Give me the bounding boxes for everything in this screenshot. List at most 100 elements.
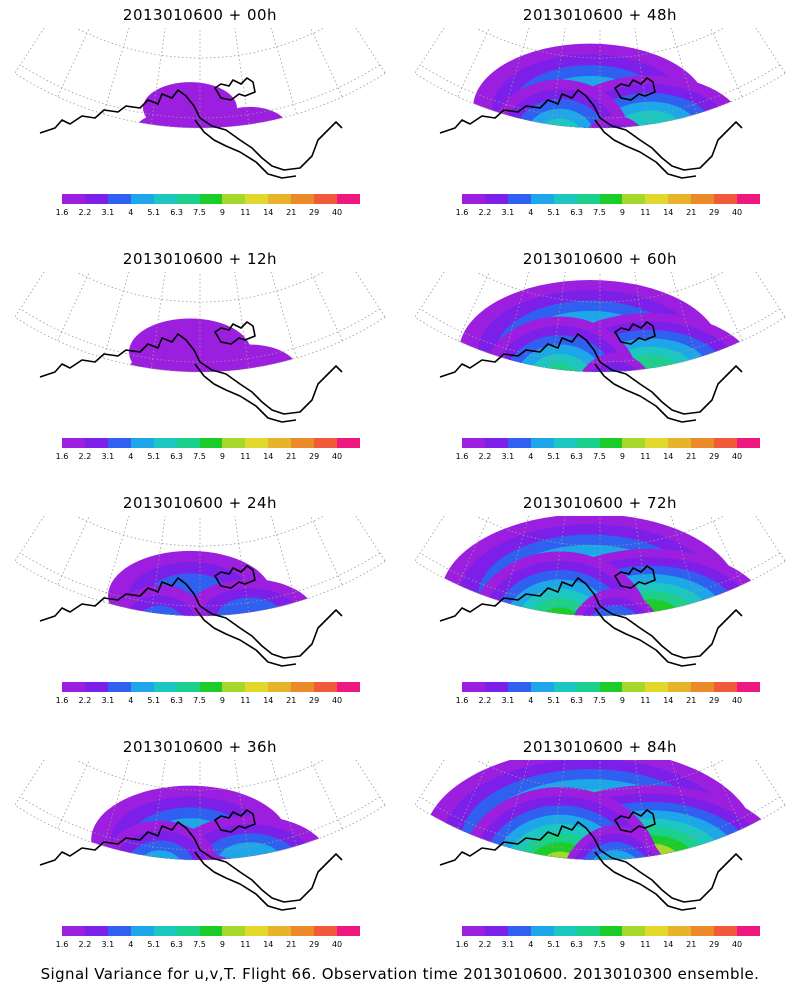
colorbar-swatch	[691, 682, 715, 692]
colorbar-label: 2.2	[78, 452, 92, 461]
latitude-line	[14, 804, 386, 861]
colorbar-label: 21	[286, 696, 297, 705]
coastline	[39, 577, 343, 659]
coastline	[214, 565, 256, 589]
colorbar-label: 5.1	[547, 452, 561, 461]
colorbar-label: 5.1	[547, 940, 561, 949]
colorbar-swatch	[291, 682, 315, 692]
colorbar-label: 9	[619, 696, 625, 705]
map-projection	[14, 516, 386, 667]
colorbar-label: 40	[331, 208, 343, 217]
latitude-line	[414, 316, 786, 373]
colorbar-labels: 1.6 2.2 3.1 4 5.1 6.3 7.5 9 11 14 21 29 40	[56, 940, 360, 950]
colorbar-label: 21	[286, 208, 297, 217]
colorbar-swatch	[530, 438, 554, 448]
colorbar-swatch	[176, 194, 200, 204]
colorbar-label: 2.2	[78, 208, 92, 217]
colorbar-swatch	[668, 194, 692, 204]
colorbar-label: 7.5	[593, 696, 606, 705]
colorbar-swatch	[462, 682, 485, 692]
colorbar-swatch	[199, 926, 223, 936]
colorbar-label: 7.5	[193, 208, 206, 217]
map-projection	[414, 28, 786, 179]
colorbar-swatch	[462, 926, 485, 936]
meridian-line	[755, 28, 786, 74]
colorbar-label: 11	[240, 940, 251, 949]
colorbar-swatch	[645, 682, 669, 692]
colorbar-label: 40	[331, 940, 343, 949]
colorbar-swatch	[337, 926, 360, 936]
colorbar-swatch	[507, 926, 531, 936]
colorbar-swatch	[530, 926, 554, 936]
colorbar-label: 29	[709, 696, 720, 705]
coastline	[614, 77, 656, 101]
colorbar-label: 7.5	[193, 452, 206, 461]
colorbar-swatch	[668, 438, 692, 448]
colorbar-swatch	[314, 194, 338, 204]
coastline	[594, 607, 697, 667]
coastline	[439, 89, 743, 171]
colorbar-swatch	[576, 438, 600, 448]
colorbar-swatch	[107, 194, 131, 204]
colorbar	[462, 682, 760, 692]
colorbar-label: 40	[331, 452, 343, 461]
colorbar-label: 7.5	[193, 940, 206, 949]
colorbar-label: 9	[619, 940, 625, 949]
colorbar-swatch	[268, 682, 292, 692]
colorbar-label: 11	[240, 452, 251, 461]
colorbar-label: 9	[219, 940, 225, 949]
colorbar-label: 3.1	[101, 696, 115, 705]
colorbar-label: 1.6	[455, 208, 469, 217]
latitude-line	[414, 72, 786, 129]
colorbar-swatch	[153, 438, 177, 448]
colorbar-swatch	[245, 194, 269, 204]
colorbar-labels: 1.6 2.2 3.1 4 5.1 6.3 7.5 9 11 14 21 29 40	[456, 940, 760, 950]
colorbar-label: 14	[663, 696, 674, 705]
latitude-line	[14, 72, 386, 129]
colorbar-swatch	[507, 194, 531, 204]
colorbar-label: 1.6	[55, 696, 69, 705]
colorbar-label: 6.3	[570, 208, 583, 217]
colorbar-labels: 1.6 2.2 3.1 4 5.1 6.3 7.5 9 11 14 21 29 40	[456, 208, 760, 218]
latitude-line	[75, 272, 325, 303]
colorbar-label: 6.3	[570, 452, 583, 461]
colorbar-swatch	[62, 682, 85, 692]
colorbar-label: 3.1	[101, 940, 115, 949]
colorbar-label: 14	[663, 452, 674, 461]
colorbar-swatch	[245, 926, 269, 936]
colorbar-label: 2.2	[78, 940, 92, 949]
coastline	[39, 821, 343, 903]
panel-title: 2013010600 + 60h	[522, 250, 678, 268]
map-projection	[14, 28, 386, 179]
coastline	[214, 809, 256, 833]
colorbar-swatch	[176, 438, 200, 448]
variance-field	[459, 279, 755, 373]
colorbar-swatch	[645, 926, 669, 936]
colorbar	[462, 926, 760, 936]
colorbar-label: 11	[240, 696, 251, 705]
colorbar-swatch	[222, 194, 246, 204]
meridian-line	[14, 28, 45, 74]
latitude-line	[75, 760, 325, 791]
colorbar-label: 4	[528, 452, 534, 461]
colorbar-swatch	[737, 926, 760, 936]
colorbar-label: 40	[731, 940, 743, 949]
colorbar-swatch	[622, 438, 646, 448]
colorbar-label: 7.5	[193, 696, 206, 705]
latitude-line	[475, 28, 725, 59]
latitude-line	[75, 516, 325, 547]
colorbar-labels: 1.6 2.2 3.1 4 5.1 6.3 7.5 9 11 14 21 29 40	[456, 452, 760, 462]
coastline	[194, 851, 297, 911]
colorbar-swatch	[462, 194, 485, 204]
colorbar-swatch	[130, 438, 154, 448]
colorbar-label: 11	[640, 452, 651, 461]
colorbar-label: 29	[309, 452, 320, 461]
colorbar-swatch	[484, 438, 508, 448]
colorbar-label: 4	[128, 940, 134, 949]
colorbar-label: 40	[731, 696, 743, 705]
colorbar-label: 4	[528, 940, 534, 949]
colorbar-label: 1.6	[455, 452, 469, 461]
colorbar-swatch	[314, 682, 338, 692]
colorbar-label: 5.1	[547, 696, 561, 705]
colorbar-swatch	[714, 926, 738, 936]
